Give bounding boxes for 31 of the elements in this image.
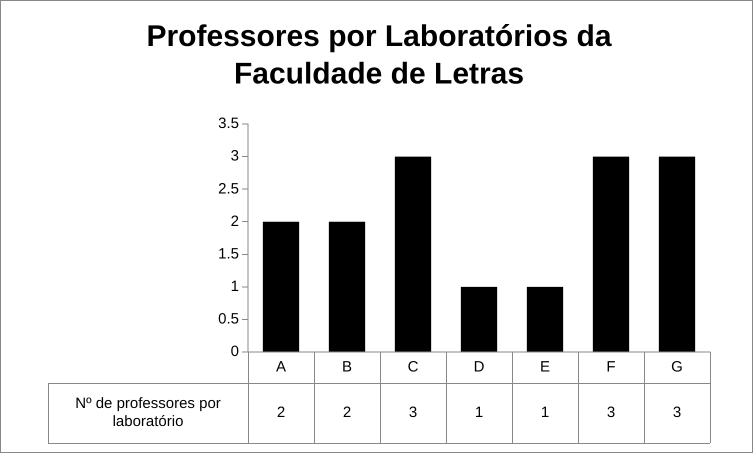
data-label: 2 <box>342 404 352 422</box>
data-label: 3 <box>672 404 682 422</box>
data-label: 1 <box>474 404 484 422</box>
x-tick-label: B <box>342 358 352 376</box>
y-tick-label: 2 <box>230 212 239 230</box>
bar <box>394 156 432 352</box>
bar <box>460 286 498 352</box>
text: Nº de professores por laboratório <box>75 395 221 430</box>
y-tick-label: 3.5 <box>218 115 239 132</box>
bar <box>262 222 300 352</box>
data-label: 1 <box>540 404 550 422</box>
y-tick-label: 3 <box>230 148 239 165</box>
y-tick-label: 0.5 <box>218 310 239 328</box>
y-tick-label: 0 <box>230 343 239 360</box>
bar <box>658 156 696 352</box>
x-tick-label: A <box>276 358 286 376</box>
y-tick-label: 2.5 <box>218 180 239 198</box>
y-tick-label: 1 <box>230 278 239 295</box>
bar <box>526 286 564 352</box>
x-tick-label: F <box>606 358 616 376</box>
bar <box>328 222 366 352</box>
y-tick-label: 1.5 <box>218 245 239 262</box>
bar <box>592 156 630 352</box>
x-tick-label: G <box>671 358 683 376</box>
data-label: 3 <box>408 404 418 422</box>
data-label: 2 <box>276 404 286 422</box>
chart-title: Professores por Laboratórios da Faculdade de Letras <box>146 20 612 91</box>
data-label: 3 <box>606 404 616 422</box>
x-tick-label: D <box>474 358 485 376</box>
x-tick-label: E <box>540 358 550 376</box>
x-tick-label: C <box>408 358 419 376</box>
